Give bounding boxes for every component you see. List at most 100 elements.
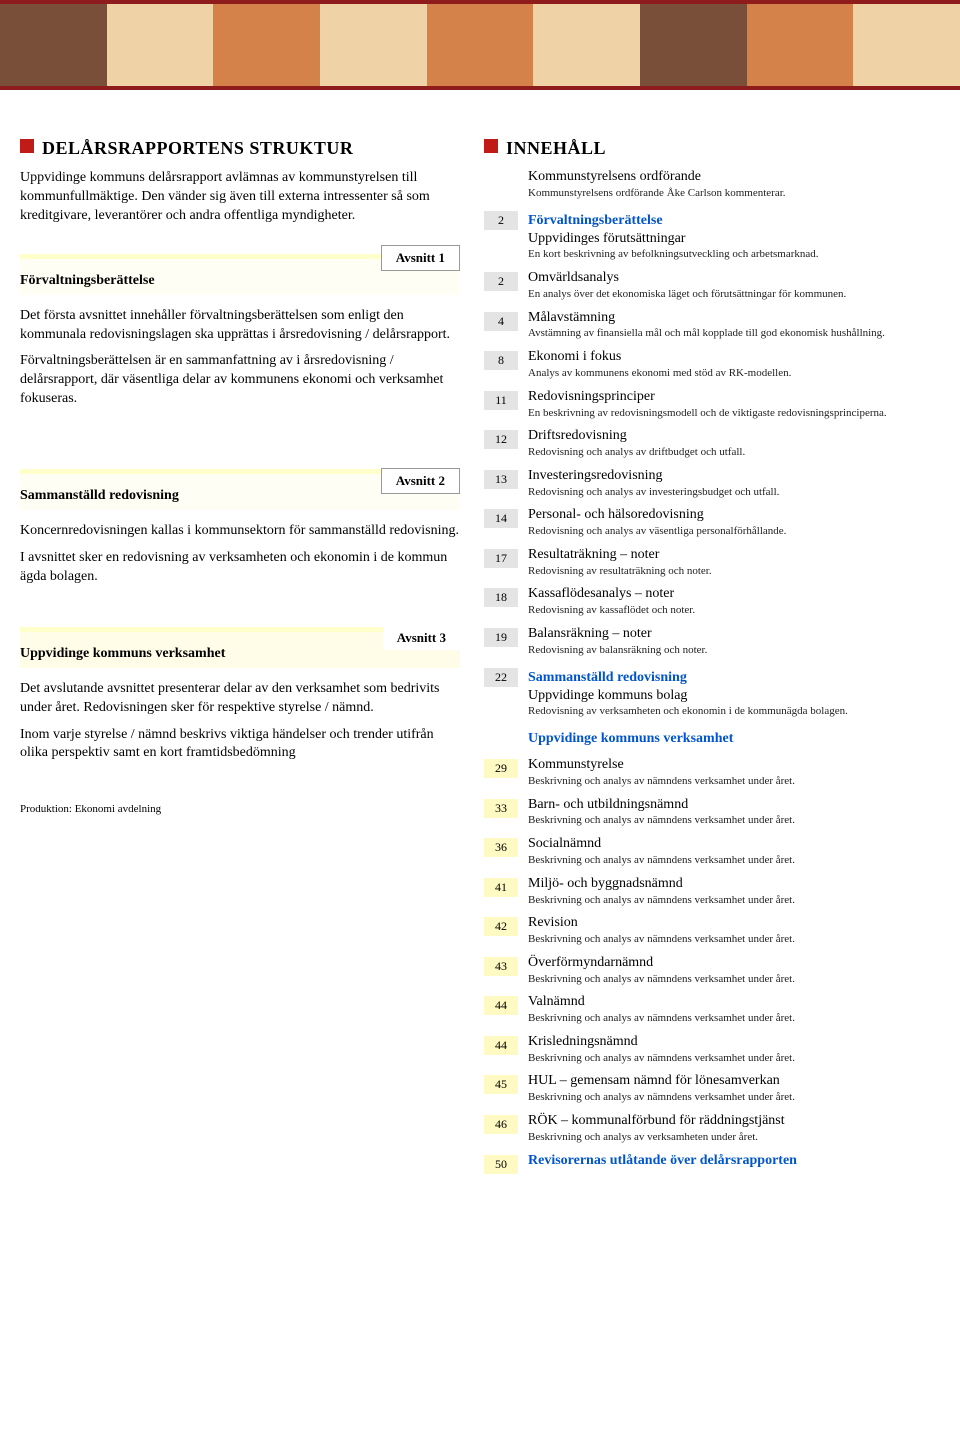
toc-text: Revisorernas utlåtande över delårsrappor… (528, 1153, 940, 1170)
section-3-p2: Inom varje styrelse / nämnd beskrivs vik… (20, 726, 460, 764)
intro-paragraph: Uppvidinge kommuns delårsrapport avlämna… (20, 169, 460, 226)
toc-row: 4MålavstämningAvstämning av finansiella … (484, 310, 940, 342)
production-footer: Produktion: Ekonomi avdelning (20, 803, 460, 815)
toc-item-desc: Redovisning av verksamheten och ekonomin… (528, 705, 940, 719)
toc-item-desc: Kommunstyrelsens ordförande Åke Carlson … (528, 187, 940, 201)
toc-item-desc: Redovisning av balansräkning och noter. (528, 644, 940, 658)
right-column: INNEHÅLL Kommunstyrelsens ordförandeKomm… (484, 138, 940, 1182)
section-1-p1: Det första avsnittet innehåller förvaltn… (20, 307, 460, 345)
toc-text: RÖK – kommunalförbund för räddningstjäns… (528, 1113, 940, 1145)
toc-row: 14 Personal- och hälsoredovisningRedovisn… (484, 507, 940, 539)
toc-item-desc: Beskrivning och analys av nämndens verks… (528, 1012, 940, 1026)
toc-item-title: Målavstämning (528, 310, 940, 327)
left-column: DELÅRSRAPPORTENS STRUKTUR Uppvidinge kom… (20, 138, 460, 1182)
banner-cell (640, 4, 747, 86)
toc-text: InvesteringsredovisningRedovisning och a… (528, 468, 940, 500)
section-3-tab: Avsnitt 3 (383, 626, 460, 650)
toc-item-title: Överförmyndarnämnd (528, 955, 940, 972)
toc-item-desc: En beskrivning av redovisningsmodell och… (528, 407, 940, 421)
toc-text: KrisledningsnämndBeskrivning och analys … (528, 1034, 940, 1066)
toc-text: SocialnämndBeskrivning och analys av näm… (528, 836, 940, 868)
toc-row: 50 Revisorernas utlåtande över delårsrapp… (484, 1153, 940, 1174)
toc-item-desc: Beskrivning och analys av nämndens verks… (528, 1091, 940, 1105)
banner-cell (427, 4, 534, 86)
toc-row: 2OmvärldsanalysEn analys över det ekonom… (484, 270, 940, 302)
toc-page-number: 46 (484, 1115, 518, 1134)
toc-item-desc: Beskrivning och analys av nämndens verks… (528, 933, 940, 947)
toc-row: 8 Ekonomi i fokusAnalys av kommunens ekon… (484, 349, 940, 381)
toc-text: ÖverförmyndarnämndBeskrivning och analys… (528, 955, 940, 987)
toc-item-title: Revision (528, 915, 940, 932)
toc-page-number: 11 (484, 391, 518, 410)
toc-row: Kommunstyrelsens ordförandeKommunstyrels… (484, 169, 940, 201)
toc-item-title: Krisledningsnämnd (528, 1034, 940, 1051)
toc-item-desc: Analys av kommunens ekonomi med stöd av … (528, 367, 940, 381)
toc-text: Kommunstyrelsens ordförandeKommunstyrels… (528, 169, 940, 201)
toc-section-head: Uppvidinge kommuns verksamhet (528, 731, 940, 747)
toc-page-number: 50 (484, 1155, 518, 1174)
section-1-p2: Förvaltningsberättelsen är en sammanfatt… (20, 352, 460, 409)
toc-item-desc: Redovisning och analys av väsentliga per… (528, 525, 940, 539)
toc-text: Miljö- och byggnadsnämndBeskrivning och … (528, 876, 940, 908)
toc-row: 12DriftsredovisningRedovisning och analy… (484, 428, 940, 460)
toc-item-title: Barn- och utbildningsnämnd (528, 797, 940, 814)
toc-row: 41Miljö- och byggnadsnämndBeskrivning oc… (484, 876, 940, 908)
toc-page-number: 8 (484, 351, 518, 370)
right-heading-text: INNEHÅLL (506, 138, 606, 158)
toc-row: 2FörvaltningsberättelseUppvidinges förut… (484, 209, 940, 263)
toc-row: 18Kassaflödesanalys – noterRedovisning a… (484, 586, 940, 618)
toc-page-number: 36 (484, 838, 518, 857)
toc-item-desc: En kort beskrivning av befolkningsutveck… (528, 248, 940, 262)
toc-page-number: 44 (484, 996, 518, 1015)
toc-item-title: HUL – gemensam nämnd för lönesamverkan (528, 1073, 940, 1090)
right-heading: INNEHÅLL (484, 138, 940, 159)
toc-item-desc: Beskrivning och analys av nämndens verks… (528, 973, 940, 987)
toc-item-desc: Beskrivning och analys av nämndens verks… (528, 854, 940, 868)
toc-text: KommunstyrelseBeskrivning och analys av … (528, 757, 940, 789)
toc-item-title: Valnämnd (528, 994, 940, 1011)
toc-row: 33Barn- och utbildningsnämndBeskrivning … (484, 797, 940, 829)
toc-row: 36 SocialnämndBeskrivning och analys av n… (484, 836, 940, 868)
toc-item-title: Investeringsredovisning (528, 468, 940, 485)
toc-item-desc: Redovisning av resultaträkning och noter… (528, 565, 940, 579)
toc-page-number: 14 (484, 509, 518, 528)
toc-item-desc: Beskrivning och analys av nämndens verks… (528, 1052, 940, 1066)
section-1-box: Avsnitt 1 Förvaltningsberättelse (20, 254, 460, 295)
toc-text: RevisionBeskrivning och analys av nämnde… (528, 915, 940, 947)
toc-item-title: Revisorernas utlåtande över delårsrappor… (528, 1153, 940, 1170)
toc-text: Ekonomi i fokusAnalys av kommunens ekono… (528, 349, 940, 381)
toc-page-number: 22 (484, 668, 518, 687)
toc-section-head: Sammanställd redovisning (528, 670, 940, 686)
toc-page-number: 42 (484, 917, 518, 936)
section-3-box: Avsnitt 3 Uppvidinge kommuns verksamhet (20, 627, 460, 668)
toc-item-title: Resultaträkning – noter (528, 547, 940, 564)
banner-cell (107, 4, 214, 86)
toc-item-desc: Beskrivning och analys av nämndens verks… (528, 814, 940, 828)
toc-item-title: Ekonomi i fokus (528, 349, 940, 366)
toc-item-desc: Beskrivning och analys av verksamheten u… (528, 1131, 940, 1145)
toc-item-title: Redovisningsprinciper (528, 389, 940, 406)
section-2-p1: Koncernredovisningen kallas i kommunsekt… (20, 522, 460, 541)
toc-item-title: Personal- och hälsoredovisning (528, 507, 940, 524)
section-1-tab: Avsnitt 1 (381, 245, 460, 271)
toc-list: Kommunstyrelsens ordförandeKommunstyrels… (484, 169, 940, 1174)
toc-item-desc: Redovisning och analys av driftbudget oc… (528, 446, 940, 460)
toc-row: 45 HUL – gemensam nämnd för lönesamverkan… (484, 1073, 940, 1105)
toc-item-title: Miljö- och byggnadsnämnd (528, 876, 940, 893)
toc-item-desc: En analys över det ekonomiska läget och … (528, 288, 940, 302)
toc-text: Balansräkning – noterRedovisning av bala… (528, 626, 940, 658)
toc-text: HUL – gemensam nämnd för lönesamverkanBe… (528, 1073, 940, 1105)
toc-item-desc: Redovisning av kassaflödet och noter. (528, 604, 940, 618)
toc-item-desc: Beskrivning och analys av nämndens verks… (528, 775, 940, 789)
toc-page-number: 2 (484, 272, 518, 291)
toc-page-number: 45 (484, 1075, 518, 1094)
toc-row: 42 RevisionBeskrivning och analys av nämn… (484, 915, 940, 947)
banner-cell (320, 4, 427, 86)
toc-text: Barn- och utbildningsnämndBeskrivning oc… (528, 797, 940, 829)
section-2-box: Avsnitt 2 Sammanställd redovisning (20, 469, 460, 510)
toc-text: Sammanställd redovisningUppvidinge kommu… (528, 666, 940, 720)
toc-page-number: 43 (484, 957, 518, 976)
toc-text: Kassaflödesanalys – noterRedovisning av … (528, 586, 940, 618)
toc-row: Uppvidinge kommuns verksamhet (484, 727, 940, 749)
toc-section-head: Förvaltningsberättelse (528, 213, 940, 229)
